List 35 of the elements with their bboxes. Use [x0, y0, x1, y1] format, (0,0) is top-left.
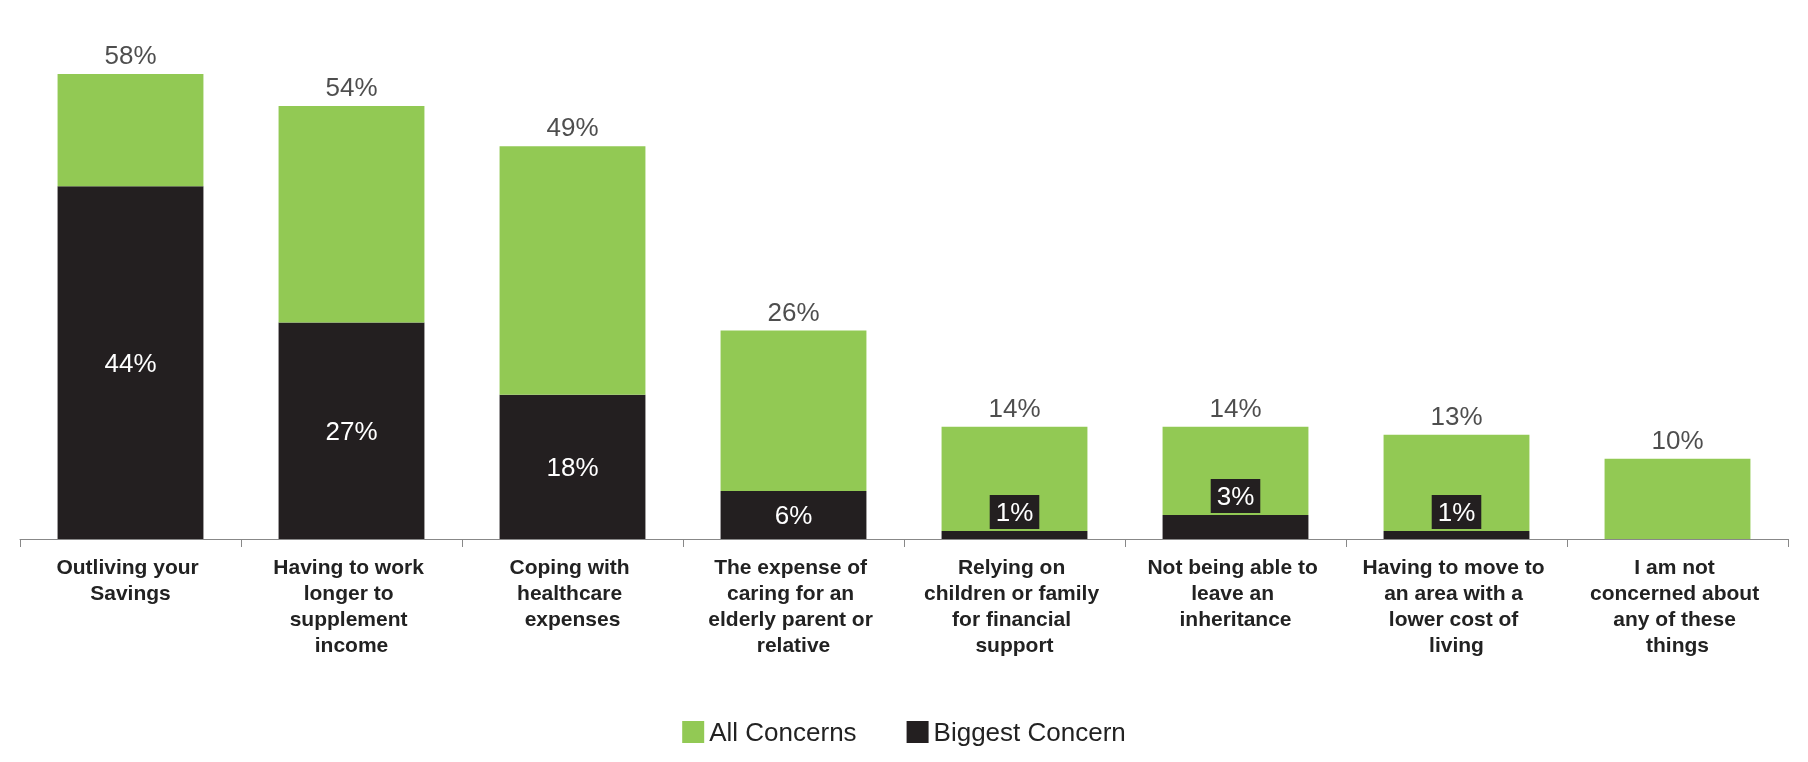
bar — [1604, 458, 1751, 539]
x-tick-label: Having to work longer to supplement income — [273, 554, 430, 656]
data-label: 3% — [1216, 480, 1255, 511]
total-label: 10% — [1651, 424, 1704, 455]
x-tick-label: I am not concerned about any of these things — [1589, 554, 1766, 656]
total-label: 13% — [1430, 400, 1483, 431]
bar — [57, 74, 204, 187]
data-label: 6% — [774, 499, 813, 530]
data-label: 27% — [325, 415, 378, 446]
legend-label: All Concerns — [709, 717, 857, 747]
legend-label: Biggest Concern — [933, 717, 1126, 747]
bar — [278, 106, 425, 323]
data-label: 1% — [995, 496, 1034, 527]
data-label: 1% — [1437, 496, 1476, 527]
bar — [720, 330, 867, 491]
total-label: 58% — [104, 40, 157, 71]
x-tick-label: Not being able to leave an inheritance — [1147, 554, 1324, 630]
bar — [941, 426, 1088, 531]
total-label: 14% — [988, 392, 1041, 423]
total-label: 54% — [325, 72, 378, 103]
x-tick-label: Relying on children or family for financial support — [924, 554, 1105, 656]
total-label: 26% — [767, 296, 820, 327]
bar — [499, 146, 646, 395]
x-tick-label: The expense of caring for an elderly parent or relative — [708, 554, 879, 656]
x-tick-label: Coping with healthcare expenses — [509, 554, 636, 630]
data-label: 44% — [104, 347, 157, 378]
x-tick-label: Having to move to an area with a lower cost of living — [1362, 554, 1551, 656]
bar — [499, 394, 646, 539]
total-label: 49% — [546, 112, 599, 143]
data-label: 18% — [546, 451, 599, 482]
bar — [720, 490, 867, 539]
total-label: 14% — [1209, 392, 1262, 423]
bar — [57, 186, 204, 539]
x-tick-label: Outliving your Savings — [56, 554, 205, 604]
bar — [278, 322, 425, 539]
